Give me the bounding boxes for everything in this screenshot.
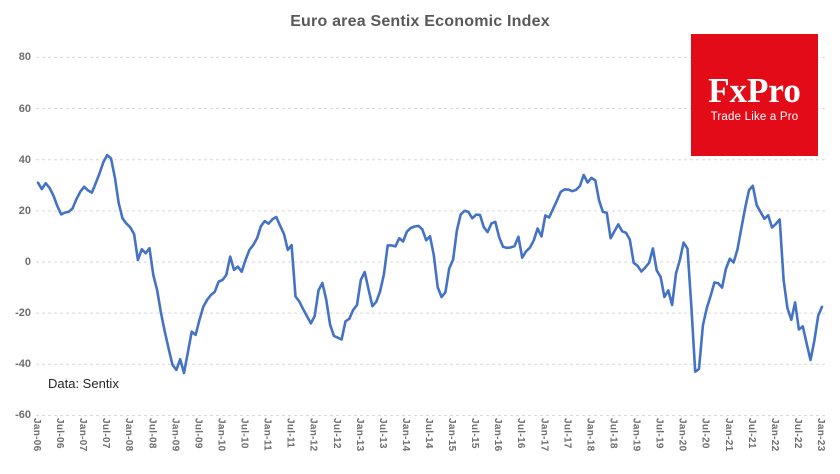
x-axis-tick-label: Jul-14 [423, 418, 434, 449]
x-axis-tick-label: Jan-11 [261, 418, 273, 451]
x-axis-tick-label: Jul-17 [561, 418, 573, 449]
x-axis-tick-label: Jul-06 [54, 418, 66, 449]
x-axis-tick-label: Jul-15 [469, 418, 481, 449]
x-axis-tick-label: Jul-09 [192, 418, 204, 449]
x-axis-tick-label: Jan-13 [353, 418, 365, 452]
fxpro-logo: FxPro Trade Like a Pro [691, 34, 818, 156]
x-axis-tick-label: Jan-10 [215, 418, 227, 452]
x-axis-tick-label: Jul-22 [791, 418, 803, 449]
y-axis-tick-label: 60 [18, 102, 31, 115]
y-axis-tick-label: 20 [18, 204, 31, 217]
y-axis-tick-label: 80 [18, 51, 31, 64]
y-axis-tick-label: -20 [15, 307, 31, 320]
x-axis-tick-label: Jul-21 [745, 418, 757, 449]
fxpro-logo-tagline: Trade Like a Pro [710, 111, 799, 123]
source-label: Data: Sentix [48, 376, 119, 391]
y-axis-tick-label: 40 [18, 153, 31, 166]
x-axis-tick-label: Jul-13 [376, 418, 388, 449]
x-axis-tick-label: Jan-19 [630, 418, 642, 452]
x-axis-tick-label: Jan-21 [722, 418, 734, 452]
x-axis-tick-label: Jul-19 [653, 418, 665, 449]
chart-title: Euro area Sentix Economic Index [290, 13, 550, 30]
x-axis-tick-label: Jan-12 [307, 418, 319, 452]
y-axis-tick-label: -40 [15, 358, 31, 371]
x-axis-tick-label: Jan-06 [31, 418, 42, 452]
x-axis-tick-label: Jul-20 [699, 418, 711, 449]
x-axis-tick-label: Jul-07 [100, 418, 112, 449]
x-axis-tick-label: Jul-18 [607, 418, 619, 449]
x-axis-tick-label: Jan-22 [768, 418, 780, 452]
y-axis-tick-label: 0 [24, 256, 31, 268]
x-axis-tick-label: Jul-08 [146, 418, 158, 449]
x-axis-tick-label: Jan-18 [584, 418, 596, 452]
x-axis-tick-label: Jan-23 [815, 418, 826, 452]
sentix-index-line [36, 153, 824, 375]
x-axis-tick-label: Jul-10 [238, 418, 250, 449]
x-axis-tick-label: Jul-11 [284, 418, 296, 449]
fxpro-logo-name: FxPro [708, 71, 801, 110]
x-axis-tick-label: Jan-09 [169, 418, 181, 452]
x-axis-tick-label: Jan-15 [446, 418, 458, 452]
x-axis-tick-label: Jan-08 [123, 418, 135, 452]
x-axis-tick-label: Jan-14 [399, 418, 411, 452]
x-axis-tick-label: Jan-07 [77, 418, 89, 452]
x-axis-tick-label: Jul-12 [330, 418, 342, 449]
y-axis-tick-label: -60 [15, 409, 31, 422]
x-axis-tick-label: Jan-16 [492, 418, 504, 452]
x-axis-tick-label: Jan-20 [676, 418, 688, 452]
x-axis-tick-label: Jan-17 [538, 418, 550, 452]
x-axis-tick-label: Jul-16 [515, 418, 527, 449]
